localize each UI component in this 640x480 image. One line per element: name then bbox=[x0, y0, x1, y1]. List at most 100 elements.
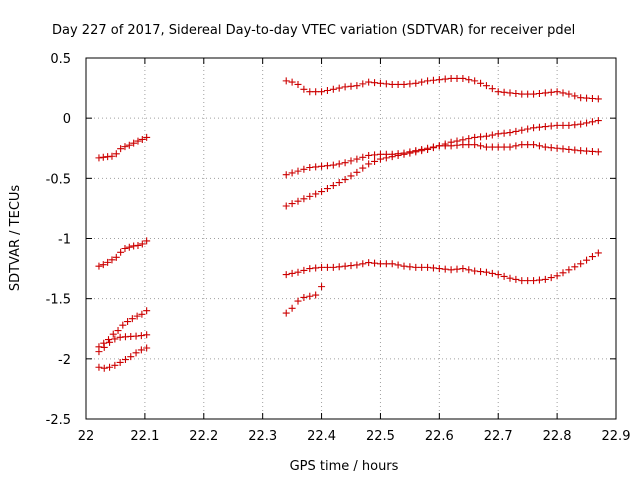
data-point-s7 bbox=[318, 162, 326, 170]
data-point-s7 bbox=[288, 169, 296, 177]
data-point-s9 bbox=[306, 265, 314, 273]
data-point-s2 bbox=[121, 244, 129, 252]
data-point-s9 bbox=[482, 268, 490, 276]
data-point-s8 bbox=[588, 118, 596, 126]
data-point-s9 bbox=[541, 275, 549, 283]
data-point-s1 bbox=[112, 150, 120, 158]
data-point-s6 bbox=[418, 78, 426, 86]
data-point-s8 bbox=[541, 123, 549, 131]
data-point-s8 bbox=[447, 138, 455, 146]
data-point-s8 bbox=[394, 151, 402, 159]
data-point-s3 bbox=[128, 315, 136, 323]
data-point-s8 bbox=[500, 129, 508, 137]
data-point-s6 bbox=[530, 90, 538, 98]
y-tick-label: -2.5 bbox=[46, 413, 71, 428]
data-point-s2 bbox=[99, 261, 107, 269]
data-point-s8 bbox=[335, 179, 343, 187]
data-point-s6 bbox=[300, 85, 308, 93]
data-point-s6 bbox=[524, 90, 532, 98]
data-point-s8 bbox=[435, 142, 443, 150]
data-point-s7 bbox=[300, 165, 308, 173]
gridlines bbox=[86, 58, 616, 419]
data-point-s6 bbox=[512, 89, 520, 97]
data-point-s7 bbox=[565, 145, 573, 153]
data-point-s10 bbox=[282, 309, 290, 317]
data-point-s9 bbox=[512, 275, 520, 283]
data-point-s7 bbox=[365, 151, 373, 159]
data-point-s7 bbox=[541, 143, 549, 151]
data-point-s6 bbox=[518, 90, 526, 98]
data-point-s6 bbox=[318, 88, 326, 96]
data-point-s1 bbox=[108, 152, 116, 160]
x-tick-label: 22.6 bbox=[425, 429, 454, 444]
data-point-s9 bbox=[371, 259, 379, 267]
data-point-s5 bbox=[127, 353, 135, 361]
y-tick-label: -1 bbox=[58, 233, 71, 248]
data-point-s9 bbox=[459, 265, 467, 273]
data-point-s6 bbox=[465, 76, 473, 84]
data-point-s7 bbox=[294, 167, 302, 175]
x-tick-label: 22.5 bbox=[366, 429, 395, 444]
y-tick-label: -0.5 bbox=[46, 172, 71, 187]
data-point-s9 bbox=[547, 274, 555, 282]
data-point-s7 bbox=[359, 153, 367, 161]
data-point-s6 bbox=[547, 88, 555, 96]
data-point-s3 bbox=[138, 310, 146, 318]
data-point-s1 bbox=[138, 135, 146, 143]
x-tick-label: 22.1 bbox=[130, 429, 159, 444]
data-point-s8 bbox=[288, 200, 296, 208]
data-point-s8 bbox=[512, 127, 520, 135]
data-point-s9 bbox=[294, 268, 302, 276]
data-point-s8 bbox=[418, 147, 426, 155]
data-point-s9 bbox=[406, 263, 414, 271]
data-point-s8 bbox=[371, 157, 379, 165]
data-point-s7 bbox=[465, 141, 473, 149]
x-axis-label: GPS time / hours bbox=[290, 459, 399, 474]
data-point-s10 bbox=[306, 292, 314, 300]
data-point-s9 bbox=[535, 276, 543, 284]
data-point-s8 bbox=[382, 154, 390, 162]
data-point-s10 bbox=[318, 283, 326, 291]
data-point-s8 bbox=[471, 133, 479, 141]
x-tick-label: 22.2 bbox=[189, 429, 218, 444]
data-point-s6 bbox=[477, 79, 485, 87]
data-point-s8 bbox=[594, 117, 602, 125]
data-point-s8 bbox=[429, 144, 437, 152]
data-point-s7 bbox=[353, 155, 361, 163]
data-point-s6 bbox=[306, 88, 314, 96]
data-point-s8 bbox=[341, 176, 349, 184]
data-point-s6 bbox=[394, 80, 402, 88]
data-point-s9 bbox=[424, 263, 432, 271]
data-point-s9 bbox=[429, 264, 437, 272]
data-point-s6 bbox=[500, 88, 508, 96]
data-point-s7 bbox=[477, 142, 485, 150]
data-point-s9 bbox=[412, 263, 420, 271]
data-point-s2 bbox=[125, 243, 133, 251]
data-point-s6 bbox=[359, 80, 367, 88]
data-point-s9 bbox=[500, 272, 508, 280]
data-point-s8 bbox=[294, 197, 302, 205]
data-point-s6 bbox=[559, 89, 567, 97]
data-point-s6 bbox=[400, 80, 408, 88]
data-point-s6 bbox=[447, 74, 455, 82]
y-tick-label: -2 bbox=[58, 353, 71, 368]
data-point-s9 bbox=[282, 271, 290, 279]
data-point-s2 bbox=[95, 262, 103, 270]
data-point-s8 bbox=[465, 135, 473, 143]
data-point-s5 bbox=[106, 363, 114, 371]
data-point-s6 bbox=[388, 80, 396, 88]
data-point-s1 bbox=[117, 145, 125, 153]
data-point-s8 bbox=[453, 137, 461, 145]
data-point-s5 bbox=[100, 364, 108, 372]
data-point-s7 bbox=[518, 141, 526, 149]
data-point-s7 bbox=[329, 161, 337, 169]
data-point-s9 bbox=[477, 268, 485, 276]
data-point-s6 bbox=[347, 82, 355, 90]
data-point-s6 bbox=[371, 79, 379, 87]
data-point-s2 bbox=[134, 241, 142, 249]
chart-title: Day 227 of 2017, Sidereal Day-to-day VTE… bbox=[52, 23, 575, 38]
data-point-s7 bbox=[471, 141, 479, 149]
x-tick-label: 22.3 bbox=[248, 429, 277, 444]
data-point-s6 bbox=[382, 80, 390, 88]
